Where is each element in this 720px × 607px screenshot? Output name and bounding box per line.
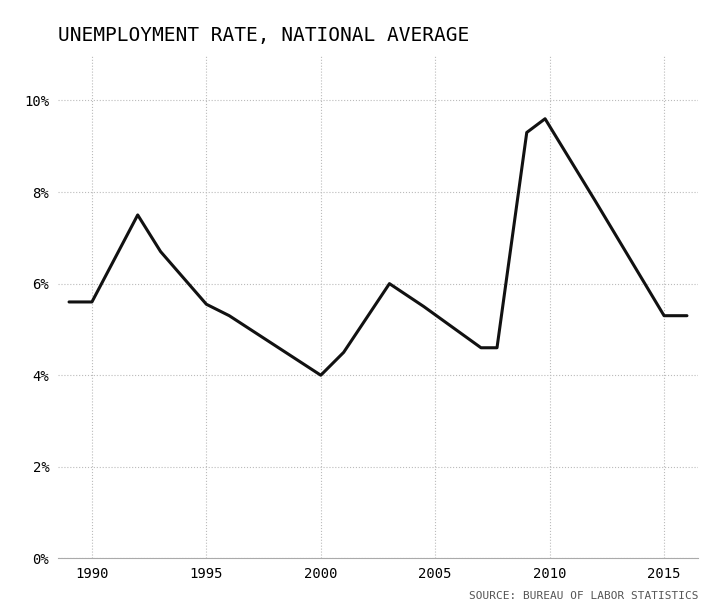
Text: SOURCE: BUREAU OF LABOR STATISTICS: SOURCE: BUREAU OF LABOR STATISTICS [469, 591, 698, 601]
Text: UNEMPLOYMENT RATE, NATIONAL AVERAGE: UNEMPLOYMENT RATE, NATIONAL AVERAGE [58, 25, 469, 45]
